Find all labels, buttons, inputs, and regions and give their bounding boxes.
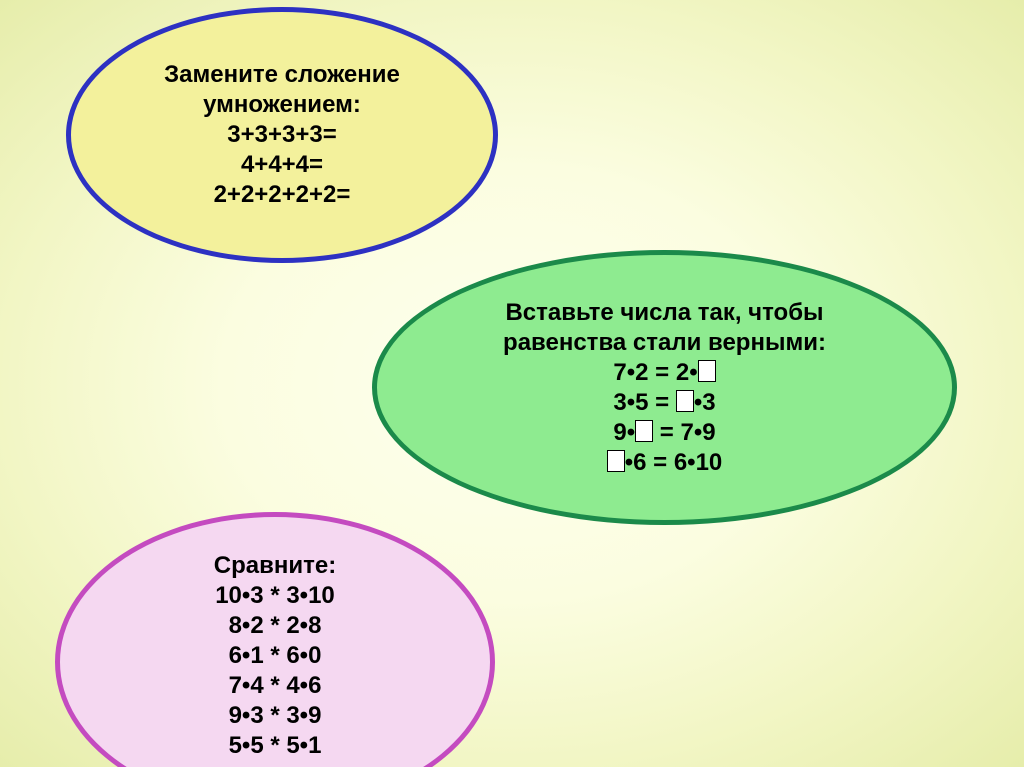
bubble2-eq-4: •6 = 6•10 — [607, 448, 723, 478]
bubble-compare: Сравните: 10•3 * 3•10 8•2 * 2•8 6•1 * 6•… — [55, 512, 495, 767]
bubble2-eq-2: 3•5 = •3 — [613, 388, 715, 418]
bubble2-title-line1: Вставьте числа так, чтобы — [505, 298, 823, 328]
bubble1-title-line1: Замените сложение — [164, 60, 400, 90]
slide-canvas: Замените сложение умножением: 3+3+3+3= 4… — [0, 0, 1024, 767]
bubble2-eq-3: 9• = 7•9 — [613, 418, 715, 448]
eq4-post: •6 = 6•10 — [625, 449, 723, 476]
bubble3-title: Сравните: — [214, 551, 336, 581]
blank-box-icon — [607, 450, 625, 472]
eq1-pre: 7•2 = 2• — [613, 359, 697, 386]
bubble2-title-line2: равенства стали верными: — [503, 328, 826, 358]
bubble1-expr-2: 4+4+4= — [241, 150, 323, 180]
bubble3-expr-2: 8•2 * 2•8 — [229, 611, 322, 641]
bubble1-expr-3: 2+2+2+2+2= — [214, 180, 351, 210]
bubble3-expr-6: 5•5 * 5•1 — [229, 731, 322, 761]
blank-box-icon — [635, 420, 653, 442]
bubble3-expr-5: 9•3 * 3•9 — [229, 701, 322, 731]
eq2-pre: 3•5 = — [613, 389, 675, 416]
blank-box-icon — [698, 360, 716, 382]
blank-box-icon — [676, 390, 694, 412]
bubble1-title-line2: умножением: — [203, 90, 361, 120]
eq2-post: •3 — [694, 389, 716, 416]
bubble1-expr-1: 3+3+3+3= — [227, 120, 336, 150]
bubble-replace-addition: Замените сложение умножением: 3+3+3+3= 4… — [66, 7, 498, 263]
eq3-mid: = 7•9 — [653, 419, 715, 446]
bubble3-expr-1: 10•3 * 3•10 — [215, 581, 335, 611]
bubble3-expr-3: 6•1 * 6•0 — [229, 641, 322, 671]
eq3-pre: 9• — [613, 419, 635, 446]
bubble2-eq-1: 7•2 = 2• — [613, 358, 715, 388]
bubble3-expr-4: 7•4 * 4•6 — [229, 671, 322, 701]
bubble-insert-numbers: Вставьте числа так, чтобы равенства стал… — [372, 250, 957, 525]
